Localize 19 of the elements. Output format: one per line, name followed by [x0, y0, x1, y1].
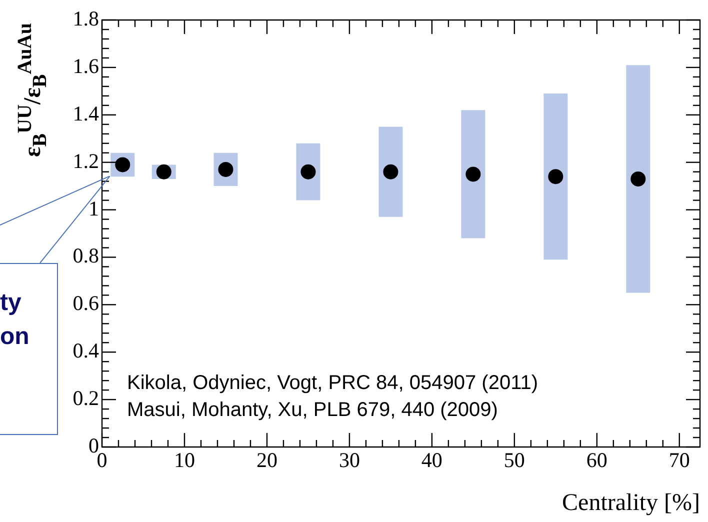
x-tick-label: 70	[668, 448, 690, 472]
y-tick-label: 1.2	[72, 148, 99, 173]
x-axis-title: Centrality [%]	[562, 490, 700, 516]
y-tick-label: 1.8	[72, 6, 99, 31]
annotation: Kikola, Odyniec, Vogt, PRC 84, 054907 (2011)	[127, 372, 538, 394]
x-tick-label: 20	[256, 448, 278, 472]
x-tick-label: 60	[586, 448, 608, 472]
y-tick-label: 1.6	[72, 54, 99, 78]
y-tick-label: 0.6	[72, 291, 99, 316]
y-tick-label: 1	[88, 196, 99, 220]
x-tick-label: 30	[338, 448, 360, 472]
x-tick-label: 10	[174, 448, 195, 472]
y-tick-label: 0.2	[72, 386, 99, 410]
y-tick-label: 1.4	[72, 101, 100, 126]
x-tick-label: 50	[504, 448, 525, 472]
annotation: Masui, Mohanty, Xu, PLB 679, 440 (2009)	[127, 399, 498, 421]
y-tick-label: 0.4	[72, 338, 100, 363]
x-tick-label: 40	[421, 448, 442, 472]
y-tick-label: 0.8	[72, 244, 99, 268]
